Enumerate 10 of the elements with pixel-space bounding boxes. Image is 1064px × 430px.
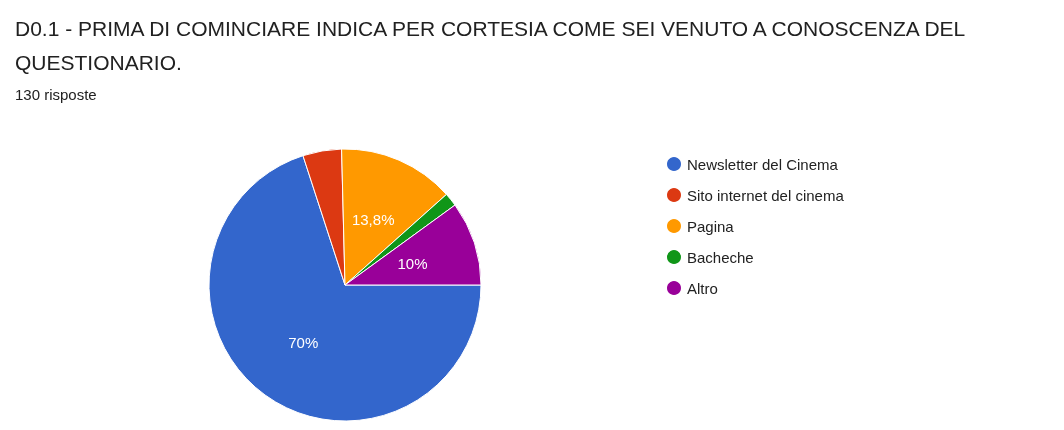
legend-label: Bacheche: [687, 248, 754, 266]
legend-label: Sito internet del cinema: [687, 186, 845, 204]
legend-label: Newsletter del Cinema: [687, 155, 839, 173]
text: 130 risposte: [15, 86, 97, 103]
legend-label: Pagina: [687, 217, 735, 235]
data-label: 13,8%: [351, 211, 395, 229]
legend-label: Altro: [687, 279, 718, 297]
data-label: 10%: [397, 254, 428, 272]
chart-title: D0.1 - PRIMA DI COMINCIARE INDICA PER CORTESIA COME SEI VENUTO A CONOSCENZA DEL QUESTIONARIO.: [15, 16, 971, 74]
data-label: 70%: [288, 333, 319, 351]
